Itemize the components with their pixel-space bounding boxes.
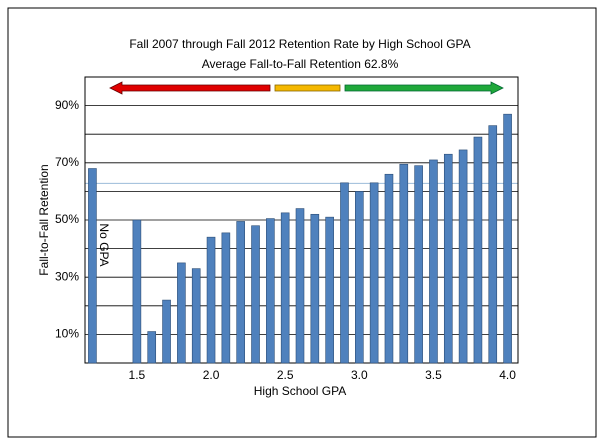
bar xyxy=(488,125,498,364)
y-tick-label: 70% xyxy=(55,155,79,169)
bar xyxy=(325,216,334,364)
chart-title: Fall 2007 through Fall 2012 Retention Ra… xyxy=(129,37,470,51)
bar xyxy=(132,219,142,364)
bar xyxy=(191,268,201,364)
bar xyxy=(147,331,157,364)
x-tick-label: 3.0 xyxy=(351,368,368,382)
bar xyxy=(162,299,171,364)
bar xyxy=(206,236,216,364)
bar xyxy=(399,163,409,364)
bar xyxy=(88,168,97,364)
bar xyxy=(355,191,364,364)
x-tick-label: 3.5 xyxy=(425,368,442,382)
x-tick-label: 2.5 xyxy=(277,368,294,382)
range-arrows xyxy=(109,81,504,95)
bar xyxy=(221,232,231,364)
bar xyxy=(384,173,394,364)
y-tick-label: 50% xyxy=(55,212,79,226)
bar xyxy=(473,136,483,364)
x-tick-label: 1.5 xyxy=(129,368,146,382)
y-tick-label: 30% xyxy=(55,269,79,283)
chart-subtitle: Average Fall-to-Fall Retention 62.8% xyxy=(202,57,399,71)
y-tick-label: 10% xyxy=(55,327,79,341)
bar xyxy=(340,182,349,364)
category-annotation: No GPA xyxy=(97,223,111,266)
bar xyxy=(266,218,275,364)
bar xyxy=(458,149,468,364)
x-tick-label: 4.0 xyxy=(499,368,516,382)
bar xyxy=(369,182,379,364)
bar xyxy=(280,212,290,364)
bar xyxy=(414,165,423,364)
bar xyxy=(310,213,320,364)
bar xyxy=(177,262,186,364)
bar xyxy=(443,153,453,364)
bar xyxy=(295,208,305,364)
y-tick-label: 90% xyxy=(55,98,79,112)
x-tick-label: 2.0 xyxy=(203,368,220,382)
bar xyxy=(236,221,245,364)
y-axis-label: Fall-to-Fall Retention xyxy=(37,164,51,275)
bar xyxy=(503,113,512,364)
bar xyxy=(429,159,438,364)
x-axis-label: High School GPA xyxy=(254,384,347,398)
bar xyxy=(251,225,260,364)
